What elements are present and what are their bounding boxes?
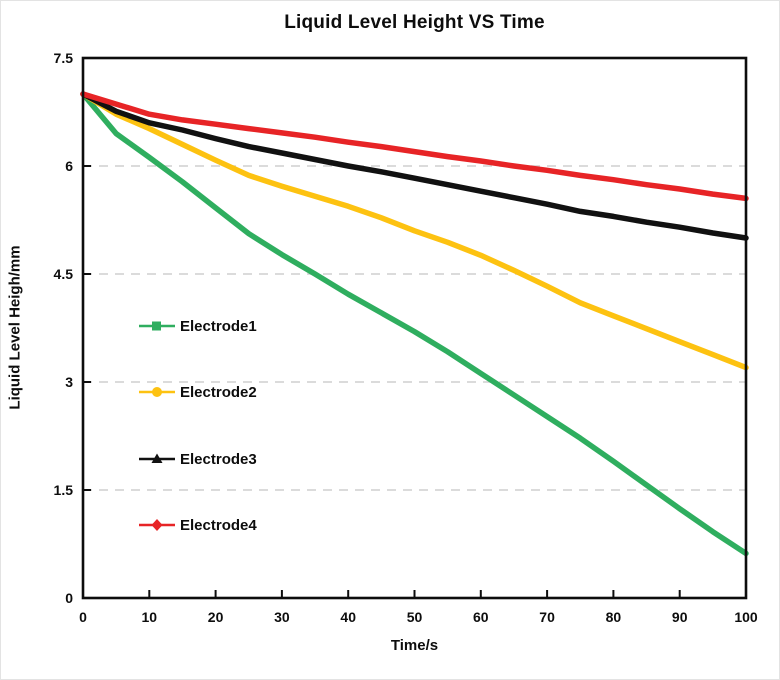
x-tick-label-10: 10 (142, 609, 158, 625)
y-tick-label-7.5: 7.5 (54, 50, 74, 66)
x-tick-label-20: 20 (208, 609, 224, 625)
chart-title: Liquid Level Height VS Time (284, 12, 545, 33)
x-tick-label-60: 60 (473, 609, 489, 625)
x-tick-label-80: 80 (606, 609, 622, 625)
y-tick-label-3: 3 (65, 374, 73, 390)
x-tick-label-70: 70 (539, 609, 555, 625)
x-tick-label-0: 0 (79, 609, 87, 625)
y-tick-label-4.5: 4.5 (54, 266, 74, 282)
series-line-electrode3 (80, 91, 749, 241)
y-tick-label-1.5: 1.5 (54, 482, 74, 498)
plot-frame (81, 56, 748, 600)
x-tick-label-30: 30 (274, 609, 290, 625)
x-axis-label: Time/s (390, 637, 439, 654)
x-tick-label-50: 50 (407, 609, 423, 625)
y-tick-label-6: 6 (65, 158, 73, 174)
x-tick-label-40: 40 (340, 609, 356, 625)
series-line-electrode4 (80, 91, 749, 202)
y-tick-label-0: 0 (65, 590, 73, 606)
x-tick-label-90: 90 (672, 609, 688, 625)
series-line-electrode1 (80, 91, 749, 557)
x-tick-label-100: 100 (734, 609, 758, 625)
y-axis-label: Liquid Level Heigh/mm (6, 245, 24, 410)
series-line-electrode2 (80, 91, 749, 371)
